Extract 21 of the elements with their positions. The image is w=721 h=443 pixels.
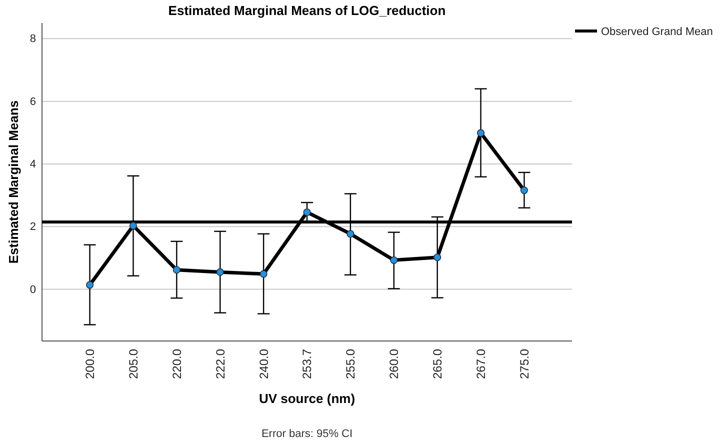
x-tick-label: 267.0 [474,348,488,380]
text: Error bars: 95% CI [261,428,353,440]
x-tick-label: 205.0 [126,348,140,380]
y-tick-label: 8 [30,33,36,46]
x-tick-label: 275.0 [517,348,532,380]
x-tick-label: 260.0 [387,348,402,380]
x-tick-label: 265.0 [430,348,445,380]
x-axis-title: UV source (nm) [258,391,356,406]
x-tick-label: 253.7 [300,348,314,380]
x-tick-label: 200.0 [82,348,97,380]
y-tick-label: 0 [30,284,36,296]
x-tick-label: 222.0 [213,348,228,380]
legend-label: Observed Grand Mean [601,26,713,38]
y-tick-label: 4 [30,158,36,171]
y-axis-title: Estimated Marginal Means [6,100,21,264]
x-tick-label: 240.0 [256,348,271,380]
x-tick-label: 255.0 [344,348,358,380]
x-tick-label: 220.0 [170,348,184,380]
y-tick-label: 6 [30,96,36,108]
y-tick-label: 2 [30,221,36,234]
chart-title: Estimated Marginal Means of LOG_reduction [168,3,446,18]
